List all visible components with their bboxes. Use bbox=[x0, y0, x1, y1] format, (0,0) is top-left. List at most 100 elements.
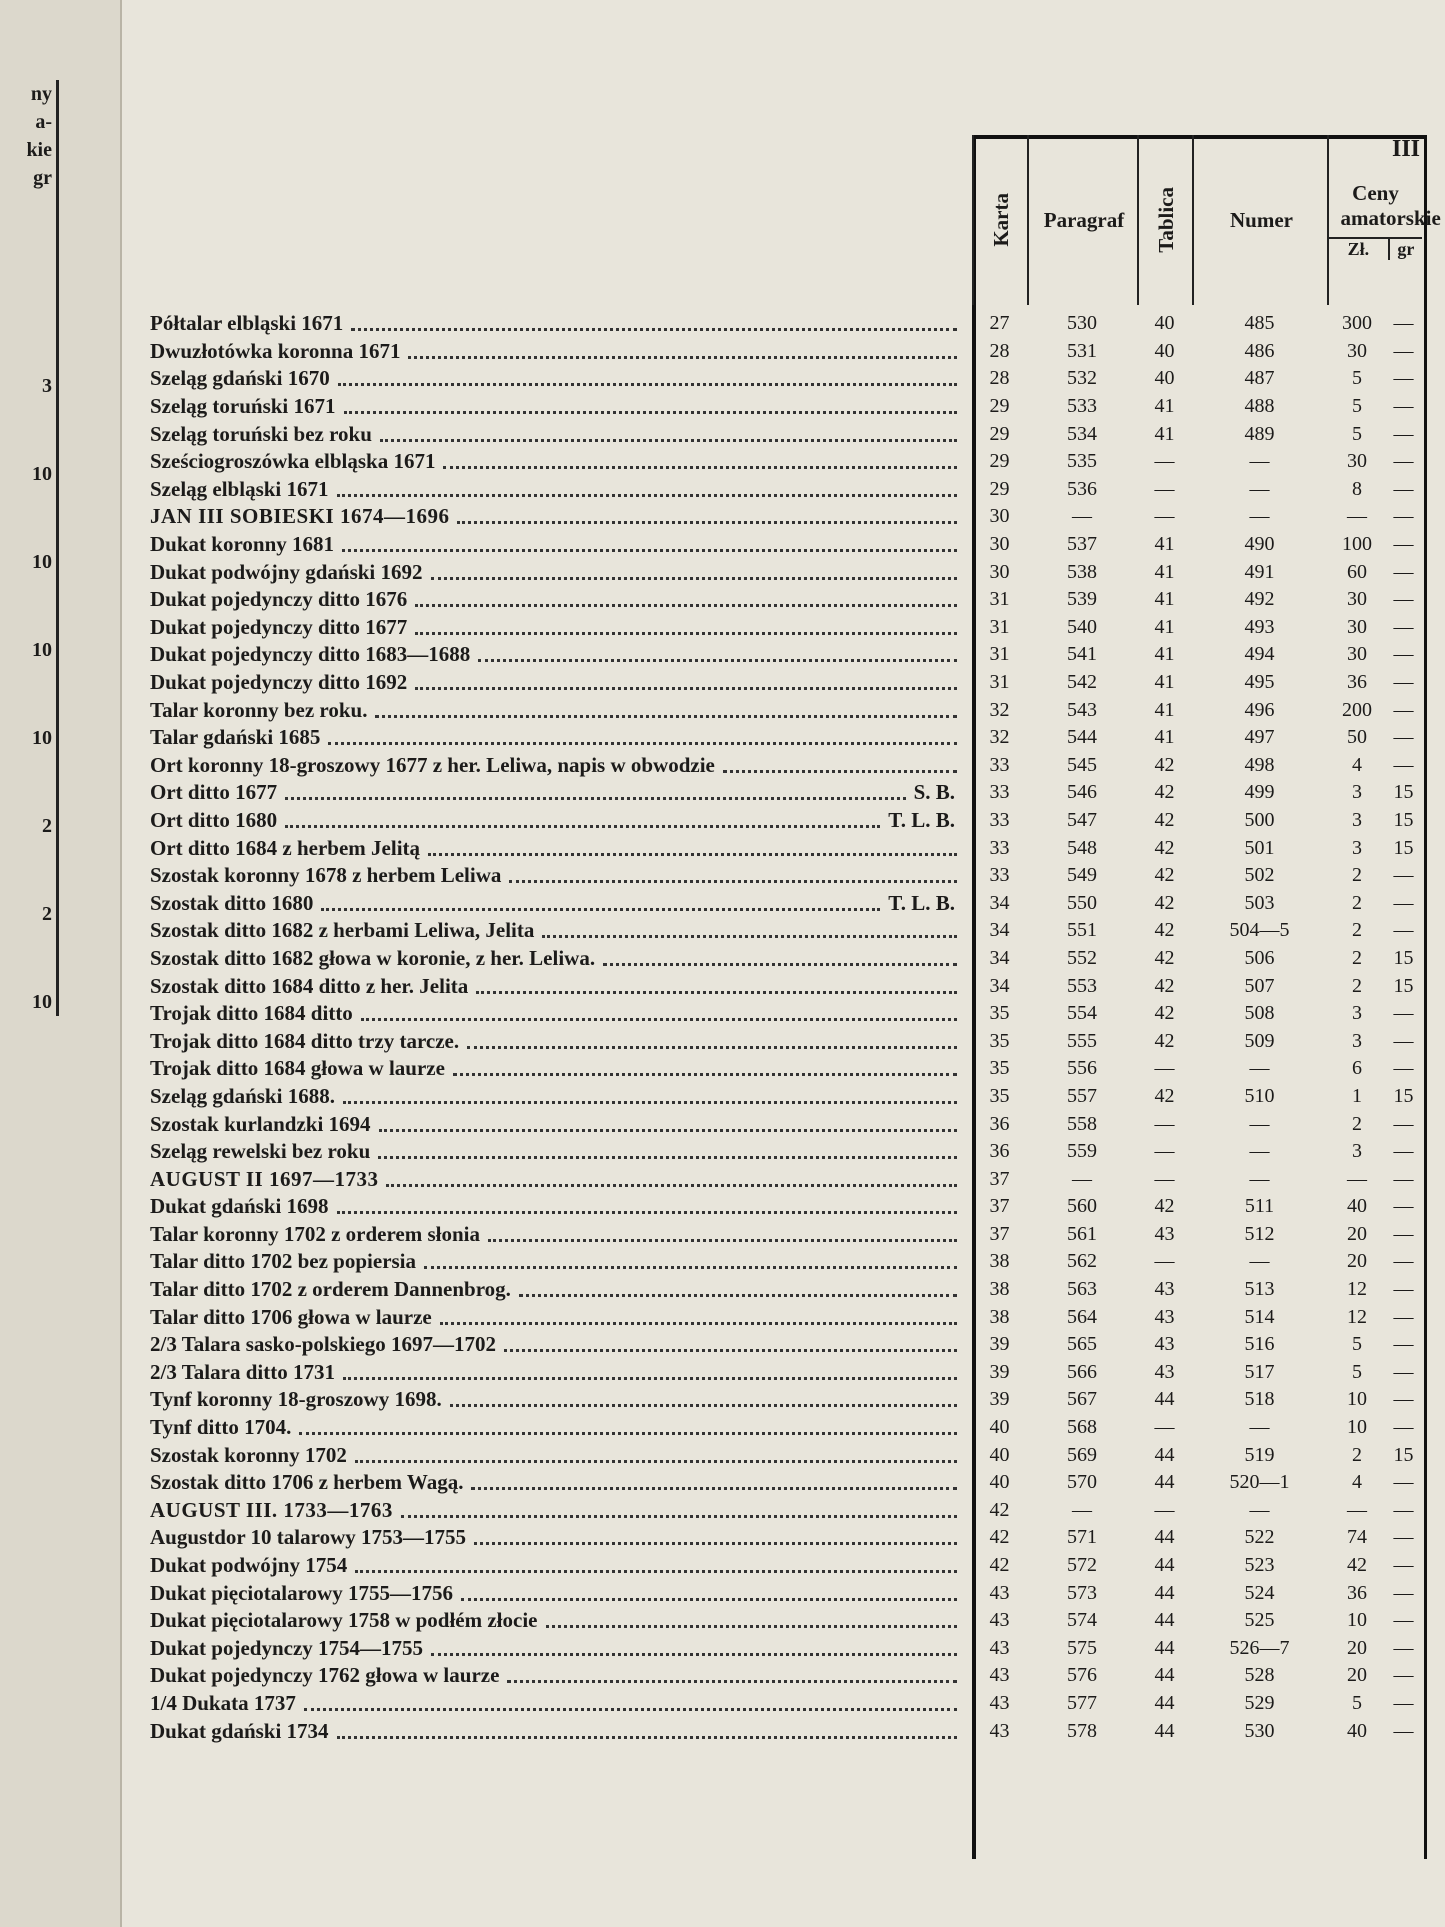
coin-description: Szeląg gdański 1670 bbox=[150, 366, 330, 391]
cell-numer: 485 bbox=[1244, 312, 1275, 335]
cell-zl: 30 bbox=[1347, 339, 1367, 362]
cell-karta: 30 bbox=[989, 533, 1010, 556]
cell-gr: — bbox=[1393, 671, 1414, 694]
cell-numer: 518 bbox=[1244, 1388, 1275, 1411]
cell-gr: — bbox=[1393, 560, 1414, 583]
cell-zl: 5 bbox=[1352, 422, 1362, 445]
cell-paragraf: 537 bbox=[1067, 533, 1097, 556]
cell-gr: — bbox=[1393, 1664, 1414, 1687]
cell-numer: 491 bbox=[1244, 560, 1275, 583]
cell-tablica: 44 bbox=[1154, 1664, 1175, 1687]
cell-gr: — bbox=[1393, 339, 1414, 362]
cell-zl: 3 bbox=[1352, 1029, 1362, 1052]
cell-tablica: 43 bbox=[1154, 1333, 1175, 1356]
cell-karta: 27 bbox=[989, 312, 1010, 335]
cell-zl: 2 bbox=[1352, 1443, 1362, 1466]
description: Dukat pięciotalarowy 1755—1756 bbox=[150, 1581, 965, 1606]
dot-leader bbox=[342, 1089, 957, 1104]
description: Talar ditto 1702 bez popiersia bbox=[150, 1249, 965, 1274]
description: Talar koronny bez roku. bbox=[150, 698, 965, 723]
cell-tablica: 41 bbox=[1154, 643, 1175, 666]
description: Szostak kurlandzki 1694 bbox=[150, 1112, 965, 1137]
cell-numer: 504—5 bbox=[1229, 919, 1290, 942]
description: Talar gdański 1685 bbox=[150, 725, 965, 750]
cell-gr: — bbox=[1393, 698, 1414, 721]
cell-gr: — bbox=[1393, 1388, 1414, 1411]
table-row: 1/4 Dukata 1737 43 577 44 529 5 — bbox=[150, 1690, 1420, 1718]
header-zl: Zł. bbox=[1347, 238, 1370, 259]
dot-leader bbox=[471, 1475, 957, 1491]
cell-zl: 5 bbox=[1352, 1333, 1362, 1356]
cell-karta: 37 bbox=[989, 1222, 1010, 1245]
cell-tablica: — bbox=[1154, 1167, 1175, 1190]
cell-gr: 15 bbox=[1393, 974, 1414, 997]
cell-zl: 2 bbox=[1352, 1112, 1362, 1135]
cell-tablica: 44 bbox=[1154, 1443, 1175, 1466]
cell-numer: — bbox=[1249, 477, 1270, 500]
section-title: AUGUST II 1697—1733 bbox=[150, 1166, 379, 1191]
table-row: Talar koronny bez roku. 32 543 41 496 200 — bbox=[150, 696, 1420, 724]
table-row: Szostak koronny 1702 40 569 44 519 2 15 bbox=[150, 1441, 1420, 1469]
section-title: AUGUST III. 1733—1763 bbox=[150, 1497, 393, 1522]
cell-tablica: 42 bbox=[1154, 974, 1175, 997]
cell-gr: — bbox=[1393, 1057, 1414, 1080]
table-row: Dukat pojedynczy ditto 1676 31 539 41 492 30 — bbox=[150, 586, 1420, 614]
cell-numer: 501 bbox=[1244, 836, 1275, 859]
table-row: Tynf koronny 18-groszowy 1698. 39 567 44 518… bbox=[150, 1386, 1420, 1414]
cell-gr: — bbox=[1393, 505, 1414, 528]
dot-leader bbox=[336, 482, 957, 497]
cell-paragraf: 567 bbox=[1067, 1388, 1097, 1411]
cell-gr: — bbox=[1393, 1360, 1414, 1383]
cell-tablica: 44 bbox=[1154, 1691, 1175, 1714]
cell-paragraf: 548 bbox=[1067, 836, 1097, 859]
cell-karta: 31 bbox=[989, 588, 1010, 611]
cell-tablica: 42 bbox=[1154, 1002, 1175, 1025]
header-cell: Ceny amatorskie Zł. gr bbox=[1327, 135, 1441, 305]
description: Trojak ditto 1684 ditto trzy tarcze. bbox=[150, 1029, 965, 1054]
coin-description: Talar gdański 1685 bbox=[150, 725, 321, 750]
cell-numer: 503 bbox=[1244, 891, 1275, 914]
cell-zl: 2 bbox=[1352, 891, 1362, 914]
cell-tablica: 40 bbox=[1154, 367, 1175, 390]
coin-description: Szostak ditto 1682 z herbami Leliwa, Jel… bbox=[150, 918, 535, 943]
cell-tablica: 42 bbox=[1154, 946, 1175, 969]
table-row: AUGUST II 1697—1733 37 — — — — — bbox=[150, 1165, 1420, 1193]
left-edge-column: ny a-kie gr 3 10 10 10 10 2 2 10 bbox=[0, 80, 59, 1016]
cell-numer: 502 bbox=[1244, 864, 1275, 887]
cell-tablica: — bbox=[1154, 505, 1175, 528]
table-row: Sześciogroszówka elbląska 1671 29 535 — — 30 — bbox=[150, 448, 1420, 476]
left-edge-value: 10 bbox=[32, 463, 52, 485]
cell-zl: 74 bbox=[1347, 1526, 1367, 1549]
description: Dukat podwójny 1754 bbox=[150, 1553, 965, 1578]
dot-leader bbox=[378, 1144, 957, 1160]
description: Szeląg toruński 1671 bbox=[150, 394, 965, 419]
cell-tablica: — bbox=[1154, 1112, 1175, 1135]
description: Dukat pojedynczy ditto 1677 bbox=[150, 615, 965, 640]
cell-numer: 522 bbox=[1244, 1526, 1275, 1549]
cell-zl: 4 bbox=[1352, 753, 1362, 776]
cell-paragraf: 569 bbox=[1067, 1443, 1097, 1466]
table-row: Szeląg gdański 1670 28 532 40 487 5 — bbox=[150, 365, 1420, 393]
cell-paragraf: 556 bbox=[1067, 1057, 1097, 1080]
cell-zl: 3 bbox=[1352, 808, 1362, 831]
coin-description: Ort ditto 1677 bbox=[150, 780, 278, 805]
left-edge-value: 3 bbox=[42, 375, 52, 397]
description: Tynf ditto 1704. bbox=[150, 1415, 965, 1440]
coin-description: Talar koronny bez roku. bbox=[150, 697, 368, 722]
dot-leader bbox=[722, 758, 957, 773]
cell-gr: — bbox=[1393, 919, 1414, 942]
dot-leader bbox=[545, 1613, 957, 1629]
cell-numer: 509 bbox=[1244, 1029, 1275, 1052]
coin-description: Trojak ditto 1684 głowa w laurze bbox=[150, 1056, 445, 1081]
dot-leader bbox=[355, 1558, 957, 1574]
cell-karta: 34 bbox=[989, 974, 1010, 997]
dot-leader bbox=[415, 592, 957, 608]
dot-leader bbox=[343, 399, 957, 415]
cell-karta: 35 bbox=[989, 1029, 1010, 1052]
cell-karta: 31 bbox=[989, 671, 1010, 694]
cell-zl: — bbox=[1347, 1167, 1367, 1190]
cell-numer: 489 bbox=[1244, 422, 1275, 445]
dot-leader bbox=[452, 1061, 957, 1077]
cell-numer: 524 bbox=[1244, 1581, 1275, 1604]
cell-karta: 43 bbox=[989, 1609, 1010, 1632]
